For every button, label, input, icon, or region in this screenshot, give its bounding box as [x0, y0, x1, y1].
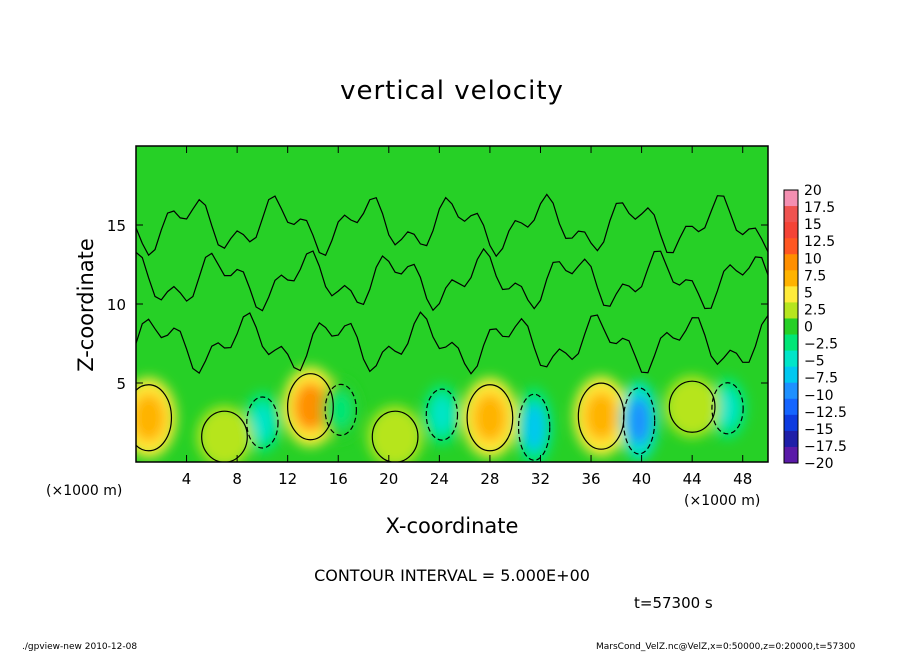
cell-core [136, 393, 166, 443]
colorbar-swatch [784, 446, 798, 464]
colorbar-swatch [784, 270, 798, 287]
cell-core [627, 396, 651, 446]
colorbar-label: −5 [804, 354, 825, 370]
footer-left: ./gpview-new 2010-12-08 [22, 642, 138, 652]
contour-line [287, 373, 334, 441]
cell-core [473, 393, 507, 443]
cell-core [584, 391, 618, 441]
cell-core [716, 389, 740, 428]
contour-line [136, 311, 768, 375]
x-tick-label: 4 [182, 470, 192, 488]
colorbar-swatch [784, 398, 798, 416]
colorbar-label: −10 [804, 388, 834, 404]
contour-line [425, 388, 459, 441]
colorbar-swatch [784, 222, 798, 239]
cell-core [675, 387, 709, 426]
y-tick-label: 5 [116, 375, 126, 393]
colorbar-swatch [784, 190, 798, 207]
colorbar-label: −15 [804, 422, 834, 438]
x-axis-unit: (×1000 m) [684, 493, 761, 509]
colorbar-label: 2.5 [804, 302, 826, 318]
colorbar-label: 5 [804, 285, 813, 301]
colorbar-swatch [784, 302, 798, 319]
x-tick-label: 40 [632, 470, 651, 488]
contour-interval: CONTOUR INTERVAL = 5.000E+00 [314, 566, 590, 585]
cell-core [207, 417, 242, 456]
colorbar-label: 15 [804, 217, 822, 233]
y-tick-label: 15 [107, 217, 126, 235]
colorbar-swatch [784, 414, 798, 432]
contour-line [246, 396, 279, 449]
contour-line [371, 410, 419, 462]
x-tick-label: 32 [531, 470, 550, 488]
contour-line [136, 247, 768, 312]
cell-core [293, 382, 328, 432]
colorbar-swatch [784, 334, 798, 352]
colorbar-swatch [784, 382, 798, 400]
colorbar-frame [783, 189, 799, 464]
colorbar-swatch [784, 286, 798, 303]
cell-core [378, 417, 412, 456]
colorbar-label: 0 [804, 320, 813, 336]
colorbar-swatch [784, 254, 798, 271]
contour-line [517, 393, 551, 461]
footer-right: MarsCond_VelZ.nc@VelZ,x=0:50000,z=0:2000… [596, 642, 856, 652]
colorbar-label: −12.5 [804, 405, 847, 421]
contour-line [201, 410, 248, 462]
colorbar-label: 17.5 [804, 200, 835, 216]
x-axis-label: X-coordinate [385, 514, 519, 538]
colorbar-label: −20 [804, 456, 834, 472]
contour-line [136, 193, 768, 258]
contour-line [711, 382, 744, 435]
contour-line [466, 384, 514, 452]
colorbar-swatch [784, 318, 798, 336]
x-tick-label: 44 [683, 470, 702, 488]
contour-line [622, 387, 656, 455]
y-tick-label: 10 [107, 296, 126, 314]
contour-line [136, 384, 173, 452]
colorbar-label: −2.5 [804, 337, 838, 353]
x-tick-label: 48 [733, 470, 752, 488]
x-tick-label: 16 [329, 470, 348, 488]
contour-line [324, 383, 357, 436]
colorbar-swatch [784, 206, 798, 223]
x-tick-label: 36 [581, 470, 600, 488]
colorbar-label: 7.5 [804, 268, 826, 284]
cell-core [430, 395, 454, 434]
colorbar-swatch [784, 238, 798, 255]
cell-core [329, 391, 353, 429]
contour-line [668, 380, 716, 433]
colorbar-swatch [784, 430, 798, 448]
colorbar-swatch [784, 350, 798, 368]
time-label: t=57300 s [634, 594, 713, 612]
colorbar-label: 12.5 [804, 234, 835, 250]
x-tick-label: 28 [480, 470, 499, 488]
colorbar-label: −17.5 [804, 439, 847, 455]
chart-title: vertical velocity [340, 76, 564, 106]
x-tick-label: 8 [232, 470, 242, 488]
cell-core [522, 402, 546, 452]
colorbar-label: −7.5 [804, 371, 838, 387]
colorbar-label: 10 [804, 251, 822, 267]
colorbar-swatch [784, 366, 798, 384]
x-tick-label: 12 [278, 470, 297, 488]
x-tick-label: 24 [430, 470, 449, 488]
colorbar-label: 20 [804, 183, 822, 199]
cell-core [250, 403, 274, 442]
y-axis-unit: (×1000 m) [46, 483, 123, 499]
x-tick-label: 20 [379, 470, 398, 488]
